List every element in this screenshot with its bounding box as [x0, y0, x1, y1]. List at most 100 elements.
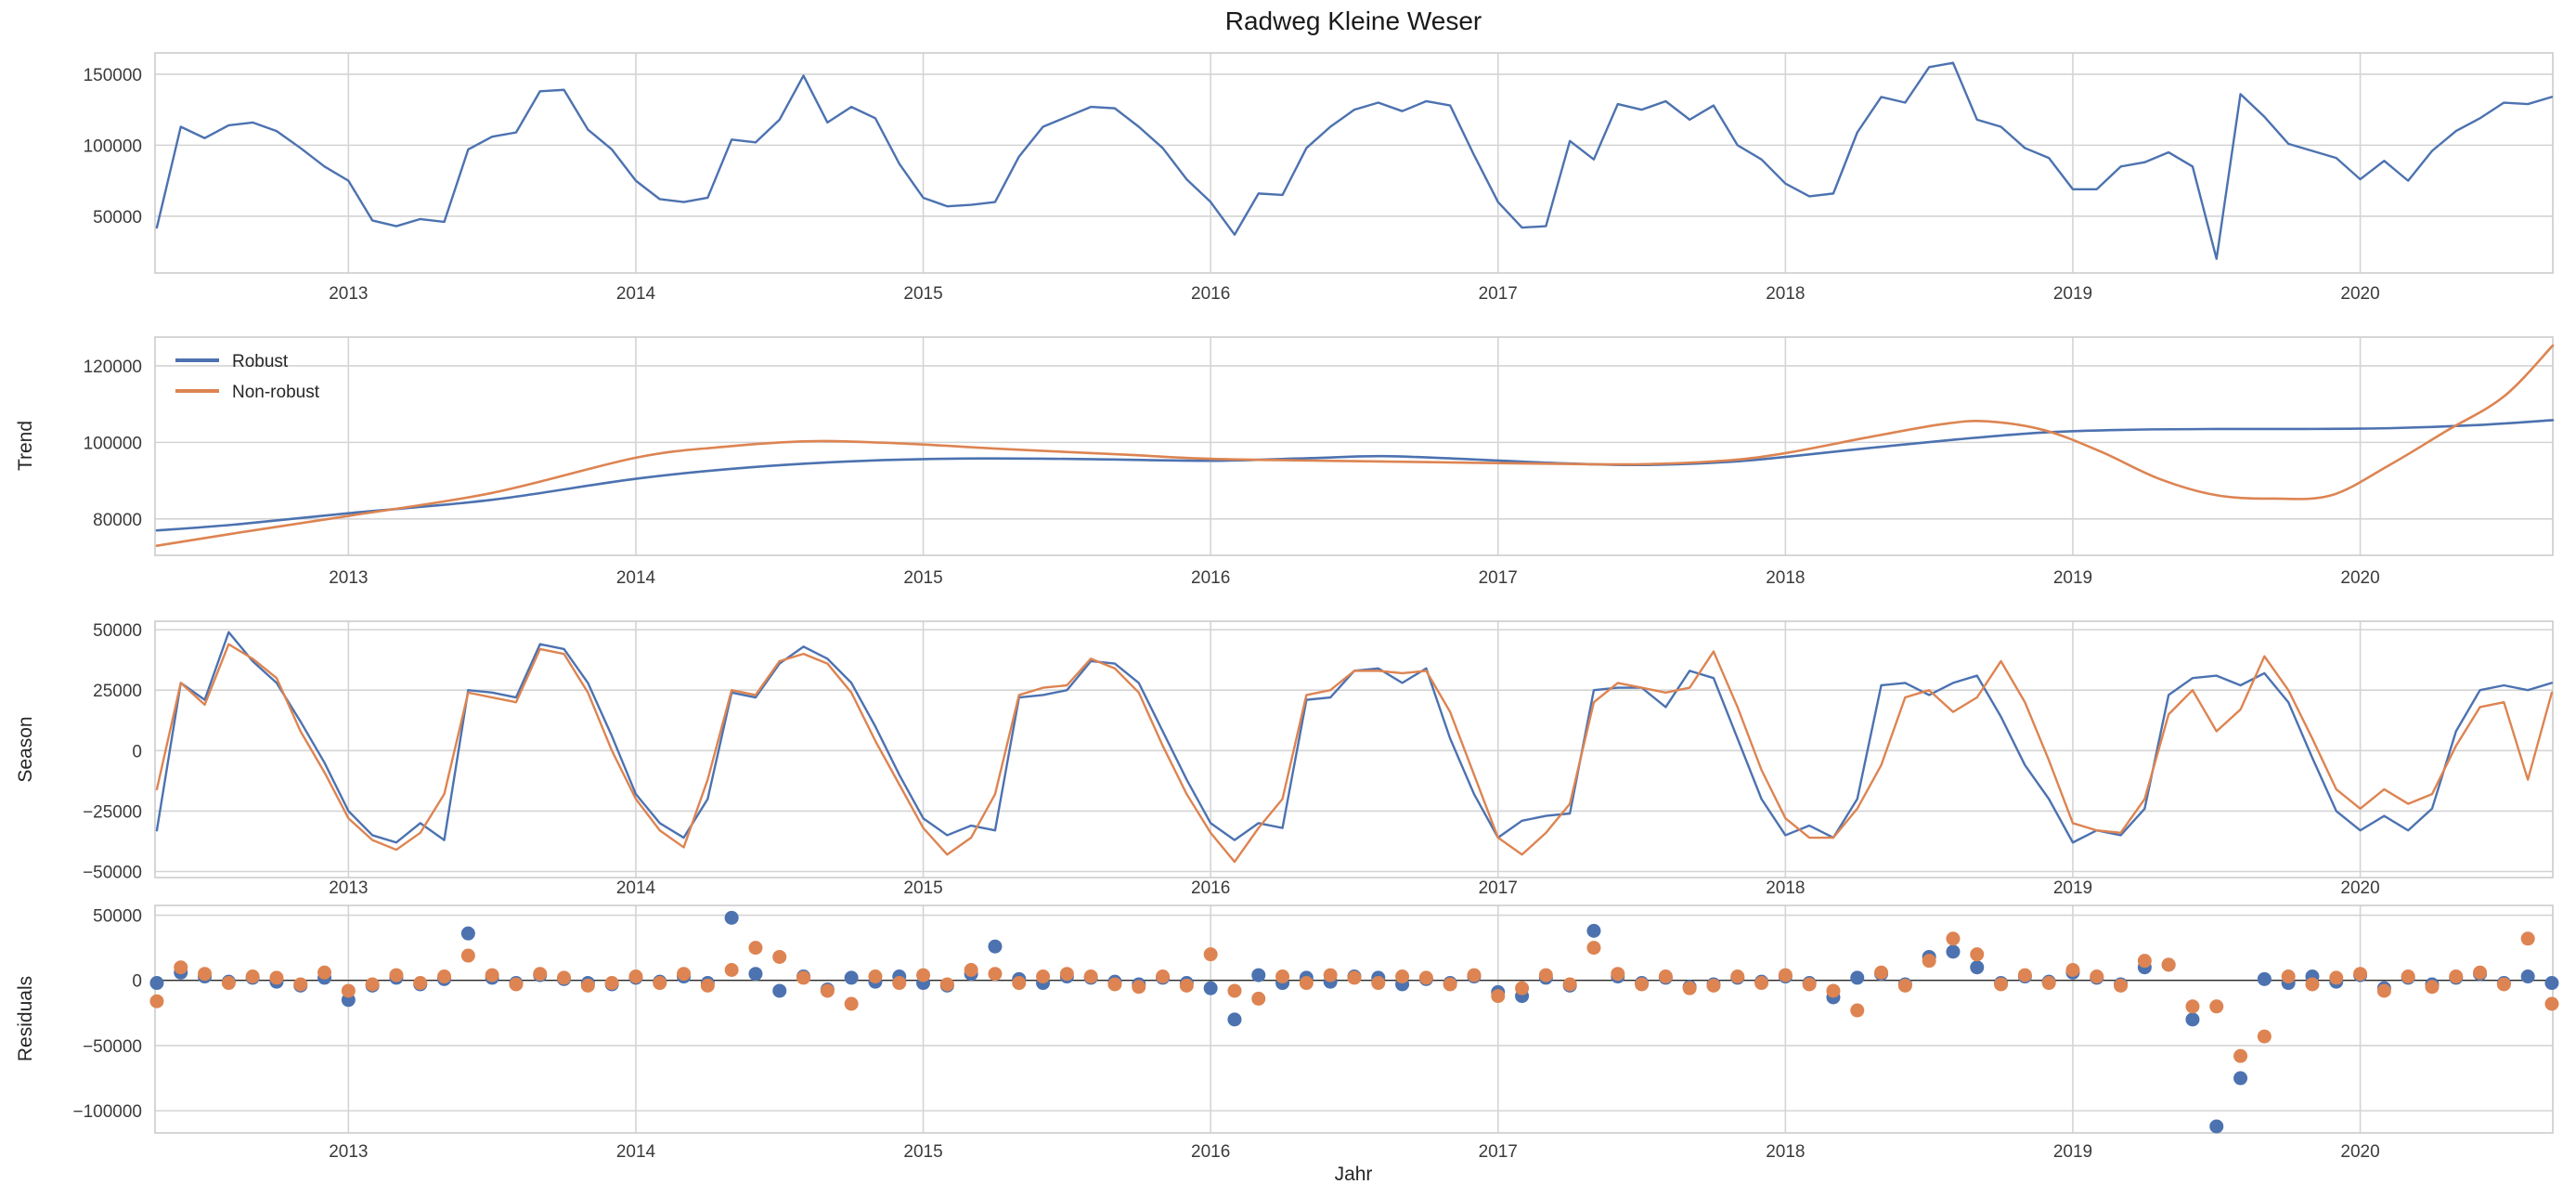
robust-residual-point: [2544, 976, 2559, 991]
x-tick-label: 2013: [329, 568, 368, 588]
non-robust-residual-point: [437, 969, 452, 984]
x-tick-label: 2019: [2053, 1142, 2092, 1162]
y-tick-label: −50000: [83, 863, 142, 882]
robust-residual-point: [772, 983, 787, 998]
non-robust-residual-point: [1562, 977, 1577, 992]
non-robust-trend-line: [155, 344, 2555, 547]
axes-spines: [154, 620, 2554, 878]
non-robust-residual-point: [2353, 967, 2368, 982]
robust-residual-point: [1970, 960, 1985, 975]
non-robust-residual-point: [1635, 977, 1650, 992]
x-tick-label: 2018: [1766, 1142, 1805, 1162]
non-robust-residual-point: [1012, 976, 1027, 991]
non-robust-residual-point: [2161, 957, 2176, 972]
axes-spines: [154, 904, 2554, 1134]
season-panel: −50000 −25000 0 25000 50000 2013 2014 2015 2016 2…: [83, 620, 2554, 898]
non-robust-residual-point: [748, 941, 763, 956]
non-robust-residual-point: [1203, 947, 1218, 962]
x-tick-label: 2019: [2053, 878, 2092, 898]
non-robust-residual-point: [460, 948, 475, 963]
non-robust-residual-point: [1802, 977, 1817, 992]
robust-residual-point: [1586, 923, 1601, 938]
non-robust-residual-point: [580, 978, 595, 993]
robust-residual-point: [748, 967, 763, 982]
non-robust-residual-point: [820, 983, 835, 998]
non-robust-residual-point: [2329, 970, 2344, 985]
non-robust-residual-point: [1850, 1003, 1865, 1018]
non-robust-residual-point: [604, 976, 619, 991]
y-tick-label: 0: [132, 972, 142, 992]
non-robust-residual-point: [1347, 970, 1362, 985]
x-tick-label: 2014: [616, 1142, 656, 1162]
x-tick-label: 2016: [1191, 284, 1230, 304]
non-robust-residual-point: [2017, 968, 2032, 982]
non-robust-line: [155, 643, 2554, 864]
non-robust-residual-point: [1371, 976, 1386, 991]
x-tick-label: 2013: [329, 284, 368, 304]
non-robust-residual-point: [1994, 977, 2009, 992]
x-tick-label: 2018: [1766, 284, 1805, 304]
non-robust-residual-point: [2257, 1029, 2272, 1044]
non-robust-residual-point: [939, 977, 954, 992]
non-robust-residual-point: [1922, 954, 1936, 969]
x-tick-label: 2018: [1766, 568, 1805, 588]
x-tick-label: 2020: [2340, 1142, 2379, 1162]
robust-residual-point: [1850, 970, 1865, 985]
robust-residual-point: [2185, 1012, 2200, 1027]
non-robust-residual-point: [1227, 983, 1242, 998]
non-robust-residual-point: [1083, 969, 1098, 984]
robust-residual-point: [1203, 981, 1218, 995]
x-tick-label: 2017: [1479, 878, 1518, 898]
x-tick-label: 2020: [2340, 284, 2379, 304]
robust-residual-point: [2257, 971, 2272, 986]
non-robust-residual-point: [2233, 1048, 2248, 1063]
x-tick-label: 2016: [1191, 878, 1230, 898]
non-robust-residual-point: [293, 977, 308, 992]
non-robust-residual-point: [1107, 977, 1122, 992]
non-robust-residual-point: [892, 976, 907, 991]
x-tick-label: 2014: [616, 878, 656, 898]
y-tick-label: 25000: [93, 682, 142, 701]
non-robust-residual-point: [485, 968, 499, 982]
non-robust-residual-point: [1730, 969, 1745, 984]
robust-residual-point: [2233, 1071, 2248, 1086]
non-robust-residual-point: [557, 970, 572, 985]
non-robust-residual-point: [1874, 965, 1889, 980]
robust-residual-point: [149, 976, 164, 991]
non-robust-residual-point: [1778, 968, 1793, 982]
season-ylabel: Season: [15, 716, 36, 782]
non-robust-residual-point: [1754, 976, 1769, 991]
non-robust-residual-point: [844, 996, 859, 1011]
non-robust-residual-point: [724, 962, 739, 977]
x-tick-label: 2013: [329, 878, 368, 898]
non-robust-residual-point: [2065, 962, 2080, 977]
non-robust-residual-point: [2185, 999, 2200, 1014]
non-robust-residual-point: [796, 970, 811, 985]
axes-spines: [154, 336, 2554, 556]
x-tick-label: 2013: [329, 1142, 368, 1162]
non-robust-residual-point: [2425, 980, 2440, 995]
non-robust-residual-point: [2496, 977, 2511, 992]
x-tick-label: 2020: [2340, 568, 2379, 588]
robust-residual-point: [1251, 968, 1266, 982]
non-robust-residual-point: [533, 967, 548, 982]
non-robust-residual-point: [2449, 969, 2464, 984]
y-tick-label: 50000: [93, 907, 142, 927]
non-robust-residual-point: [198, 967, 213, 982]
non-robust-residual-point: [2520, 931, 2535, 946]
legend-robust-label: Robust: [232, 352, 289, 371]
non-robust-residual-point: [2137, 954, 2152, 969]
non-robust-residual-point: [2041, 976, 2056, 991]
non-robust-residual-point: [2114, 978, 2129, 993]
non-robust-residual-point: [2544, 996, 2559, 1011]
non-robust-residual-point: [1586, 941, 1601, 956]
non-robust-residual-point: [2376, 983, 2391, 998]
y-tick-label: −100000: [73, 1102, 143, 1122]
non-robust-residual-point: [1251, 991, 1266, 1006]
non-robust-residual-point: [628, 969, 643, 984]
robust-residual-point: [2209, 1119, 2224, 1134]
x-tick-label: 2014: [616, 284, 656, 304]
non-robust-residual-point: [174, 960, 188, 975]
robust-residual-point: [1946, 944, 1961, 959]
